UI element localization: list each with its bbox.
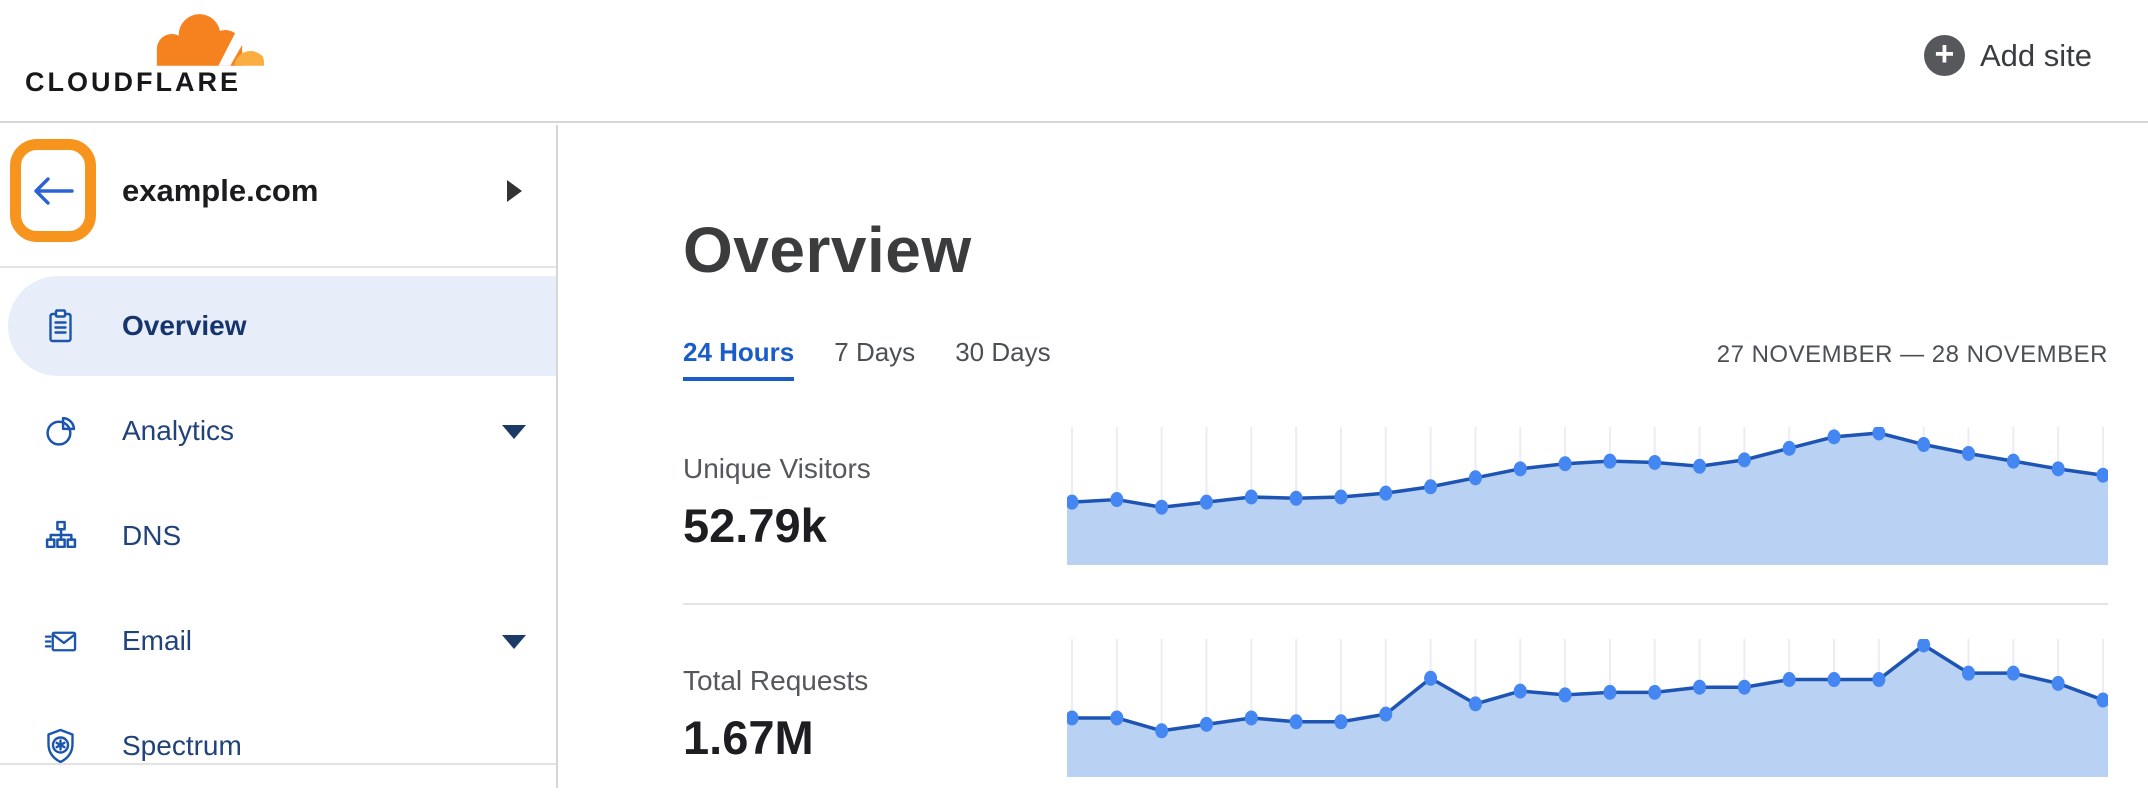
cloudflare-cloud-icon: [156, 14, 264, 66]
add-site-label: Add site: [1979, 37, 2092, 73]
date-range-label: 27 NOVEMBER — 28 NOVEMBER: [1716, 341, 2108, 368]
metric-label: Unique Visitors: [683, 453, 871, 484]
metric-info: Total Requests 1.67M: [683, 665, 1067, 777]
sidebar-item-email[interactable]: Email: [0, 591, 556, 691]
time-range-tabs: 24 Hours 7 Days 30 Days 27 NOVEMBER — 28…: [683, 337, 2108, 381]
arrow-left-icon: [34, 176, 74, 205]
metric-value: 52.79k: [683, 499, 827, 552]
page-title: Overview: [683, 214, 972, 286]
metric-info: Unique Visitors 52.79k: [683, 453, 1067, 565]
site-selector-row: example.com: [0, 125, 556, 268]
sidebar-item-label: Email: [122, 625, 193, 656]
sidebar-item-label: Analytics: [122, 415, 235, 446]
sidebar-nav: Overview Analytics: [0, 268, 556, 796]
sidebar-item-analytics[interactable]: Analytics: [0, 381, 556, 481]
plus-icon: +: [1923, 35, 1965, 76]
cloudflare-wordmark: CLOUDFLARE: [25, 67, 241, 97]
tab-7-days[interactable]: 7 Days: [834, 337, 916, 367]
sidebar-item-spectrum[interactable]: Spectrum: [0, 696, 556, 796]
add-site-button[interactable]: + Add site: [1923, 35, 2092, 76]
chevron-down-icon[interactable]: [502, 425, 526, 439]
site-name: example.com: [122, 173, 319, 208]
tab-24-hours[interactable]: 24 Hours: [683, 337, 795, 381]
sidebar-item-label: Overview: [122, 310, 247, 341]
total-requests-chart: [1067, 639, 2108, 777]
back-button-highlight: [10, 139, 96, 242]
sidebar-item-overview[interactable]: Overview: [8, 276, 556, 376]
sidebar-item-label: Spectrum: [122, 730, 242, 761]
sitemap-icon: [44, 518, 77, 554]
unique-visitors-section: Unique Visitors 52.79k: [683, 427, 2108, 565]
email-icon: [44, 623, 77, 659]
chevron-down-icon[interactable]: [502, 635, 526, 649]
metric-label: Total Requests: [683, 665, 869, 696]
main-content: Overview 24 Hours 7 Days 30 Days 27 NOVE…: [560, 125, 2148, 788]
top-header: CLOUDFLARE + Add site: [0, 0, 2148, 123]
chevron-right-icon[interactable]: [507, 180, 522, 202]
shield-icon: [44, 728, 77, 764]
back-button[interactable]: [30, 174, 76, 208]
tab-30-days[interactable]: 30 Days: [955, 337, 1051, 367]
sidebar-section-divider: [0, 763, 556, 765]
clipboard-icon: [44, 308, 77, 344]
section-divider: [683, 603, 2108, 605]
total-requests-section: Total Requests 1.67M: [683, 639, 2108, 777]
sidebar-item-label: DNS: [122, 520, 182, 551]
pie-chart-icon: [44, 413, 77, 449]
metric-value: 1.67M: [683, 711, 814, 764]
sidebar: example.com Overview: [0, 125, 558, 788]
cloudflare-logo: CLOUDFLARE: [25, 8, 270, 98]
unique-visitors-chart: [1067, 427, 2108, 565]
sidebar-item-dns[interactable]: DNS: [0, 486, 556, 586]
